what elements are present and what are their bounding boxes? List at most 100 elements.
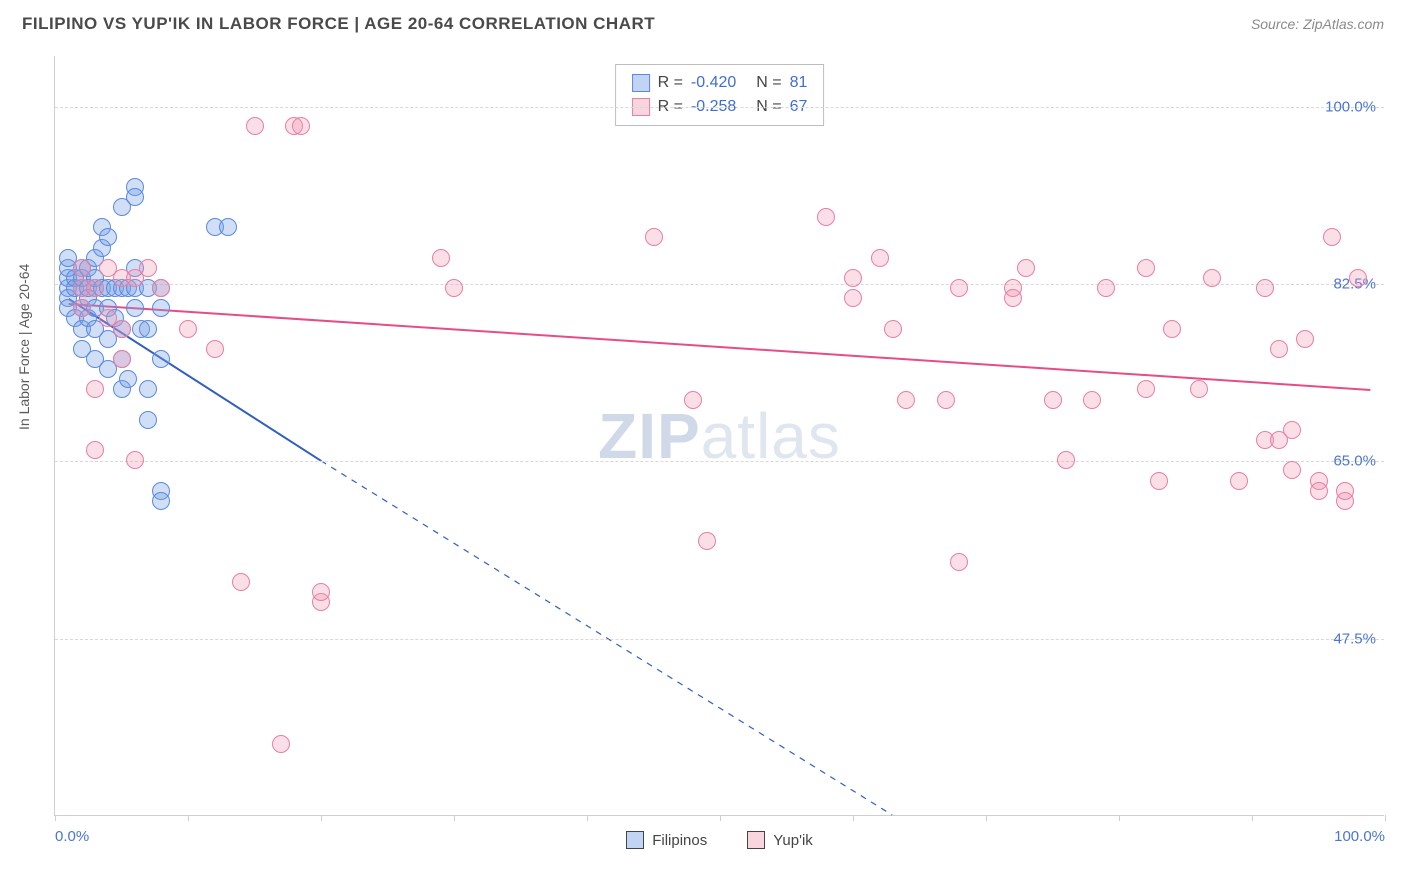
- data-point: [152, 279, 170, 297]
- x-tick: [454, 815, 455, 821]
- x-tick: [853, 815, 854, 821]
- data-point: [817, 208, 835, 226]
- stats-row-filipinos: R = -0.420 N = 81: [632, 71, 808, 95]
- data-point: [139, 259, 157, 277]
- data-point: [950, 553, 968, 571]
- data-point: [292, 117, 310, 135]
- x-tick-label: 100.0%: [1334, 828, 1385, 845]
- data-point: [126, 188, 144, 206]
- data-point: [312, 583, 330, 601]
- legend-label-yupik: Yup'ik: [773, 832, 813, 849]
- data-point: [126, 451, 144, 469]
- swatch-filipinos-icon: [632, 74, 650, 92]
- data-point: [139, 320, 157, 338]
- swatch-yupik-icon: [747, 831, 765, 849]
- data-point: [645, 228, 663, 246]
- data-point: [698, 532, 716, 550]
- data-point: [1203, 269, 1221, 287]
- data-point: [432, 249, 450, 267]
- data-point: [871, 249, 889, 267]
- data-point: [684, 391, 702, 409]
- data-point: [119, 370, 137, 388]
- data-point: [1044, 391, 1062, 409]
- data-point: [1083, 391, 1101, 409]
- data-point: [1336, 482, 1354, 500]
- data-point: [445, 279, 463, 297]
- data-point: [113, 320, 131, 338]
- data-point: [1163, 320, 1181, 338]
- data-point: [152, 299, 170, 317]
- data-point: [1283, 421, 1301, 439]
- n-value-filipinos: 81: [790, 71, 808, 95]
- data-point: [844, 269, 862, 287]
- data-point: [844, 289, 862, 307]
- data-point: [1310, 482, 1328, 500]
- y-tick-label: 65.0%: [1333, 453, 1376, 470]
- gridline: [55, 461, 1384, 462]
- data-point: [86, 279, 104, 297]
- data-point: [1057, 451, 1075, 469]
- legend-item-filipinos: Filipinos: [626, 831, 707, 849]
- x-tick: [986, 815, 987, 821]
- x-tick: [587, 815, 588, 821]
- x-tick: [1385, 815, 1386, 821]
- data-point: [152, 350, 170, 368]
- data-point: [246, 117, 264, 135]
- data-point: [1150, 472, 1168, 490]
- source-attribution: Source: ZipAtlas.com: [1251, 16, 1384, 32]
- gridline: [55, 284, 1384, 285]
- data-point: [1270, 340, 1288, 358]
- data-point: [99, 228, 117, 246]
- legend: Filipinos Yup'ik: [55, 831, 1384, 849]
- data-point: [86, 441, 104, 459]
- x-tick: [55, 815, 56, 821]
- data-point: [1137, 259, 1155, 277]
- x-tick: [188, 815, 189, 821]
- data-point: [1283, 461, 1301, 479]
- r-value-filipinos: -0.420: [691, 71, 736, 95]
- data-point: [73, 299, 91, 317]
- x-tick: [321, 815, 322, 821]
- data-point: [152, 492, 170, 510]
- scatter-plot-area: ZIPatlas R = -0.420 N = 81 R = -0.258 N …: [54, 56, 1384, 816]
- data-point: [1323, 228, 1341, 246]
- chart-title: FILIPINO VS YUP'IK IN LABOR FORCE | AGE …: [22, 14, 655, 34]
- data-point: [950, 279, 968, 297]
- data-point: [884, 320, 902, 338]
- data-point: [937, 391, 955, 409]
- data-point: [1017, 259, 1035, 277]
- r-label: R =: [658, 71, 683, 95]
- x-tick: [1119, 815, 1120, 821]
- data-point: [206, 340, 224, 358]
- data-point: [219, 218, 237, 236]
- data-point: [272, 735, 290, 753]
- data-point: [73, 259, 91, 277]
- data-point: [1137, 380, 1155, 398]
- data-point: [86, 380, 104, 398]
- y-axis-label: In Labor Force | Age 20-64: [16, 264, 32, 430]
- data-point: [113, 350, 131, 368]
- x-tick: [720, 815, 721, 821]
- gridline: [55, 639, 1384, 640]
- y-tick-label: 47.5%: [1333, 630, 1376, 647]
- x-tick: [1252, 815, 1253, 821]
- trend-lines: [55, 56, 1384, 815]
- x-tick-label: 0.0%: [55, 828, 89, 845]
- data-point: [179, 320, 197, 338]
- n-label: N =: [756, 71, 781, 95]
- data-point: [1349, 269, 1367, 287]
- correlation-stats-box: R = -0.420 N = 81 R = -0.258 N = 67: [615, 64, 825, 126]
- data-point: [897, 391, 915, 409]
- data-point: [126, 299, 144, 317]
- legend-item-yupik: Yup'ik: [747, 831, 813, 849]
- data-point: [1230, 472, 1248, 490]
- data-point: [139, 380, 157, 398]
- data-point: [1097, 279, 1115, 297]
- gridline: [55, 107, 1384, 108]
- swatch-filipinos-icon: [626, 831, 644, 849]
- data-point: [1190, 380, 1208, 398]
- legend-label-filipinos: Filipinos: [652, 832, 707, 849]
- y-tick-label: 100.0%: [1325, 98, 1376, 115]
- data-point: [232, 573, 250, 591]
- data-point: [139, 411, 157, 429]
